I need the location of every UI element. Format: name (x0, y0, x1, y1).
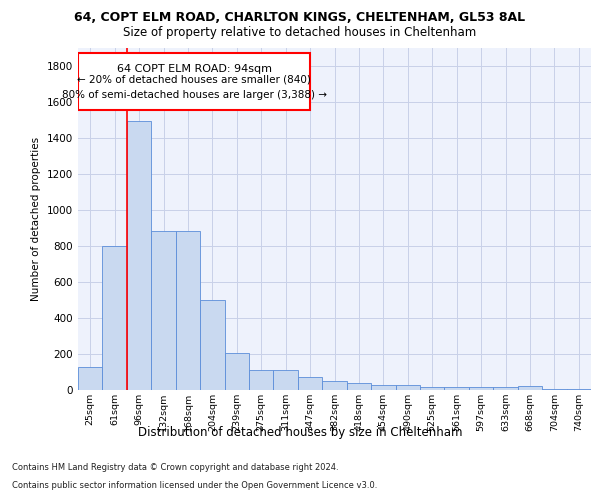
Bar (78, 53, 310, 110)
Text: Contains public sector information licensed under the Open Government Licence v3: Contains public sector information licen… (12, 481, 377, 490)
Text: 64, COPT ELM ROAD, CHARLTON KINGS, CHELTENHAM, GL53 8AL: 64, COPT ELM ROAD, CHARLTON KINGS, CHELT… (74, 11, 526, 24)
Bar (151, 232, 176, 390)
Bar (78, 366, 103, 390)
Text: Distribution of detached houses by size in Cheltenham: Distribution of detached houses by size … (138, 426, 462, 439)
Bar (493, 388, 518, 390)
Text: 80% of semi-detached houses are larger (3,388) →: 80% of semi-detached houses are larger (… (62, 90, 326, 100)
Bar (395, 384, 420, 390)
Bar (298, 378, 322, 390)
Bar (469, 388, 493, 390)
Bar (274, 370, 298, 390)
Bar (322, 381, 347, 390)
Bar (420, 388, 445, 390)
Bar (127, 122, 151, 390)
Bar (371, 384, 395, 390)
Bar (347, 383, 371, 390)
Bar (566, 389, 591, 390)
Text: ← 20% of detached houses are smaller (840): ← 20% of detached houses are smaller (84… (77, 74, 311, 85)
Bar (103, 246, 127, 390)
Bar (542, 389, 566, 390)
Bar (249, 370, 274, 390)
Bar (176, 232, 200, 390)
Text: Size of property relative to detached houses in Cheltenham: Size of property relative to detached ho… (124, 26, 476, 39)
Text: 64 COPT ELM ROAD: 94sqm: 64 COPT ELM ROAD: 94sqm (116, 64, 272, 74)
Y-axis label: Number of detached properties: Number of detached properties (31, 136, 41, 301)
Bar (200, 300, 224, 390)
Bar (224, 353, 249, 390)
Bar (445, 388, 469, 390)
Text: Contains HM Land Registry data © Crown copyright and database right 2024.: Contains HM Land Registry data © Crown c… (12, 464, 338, 472)
Bar (518, 386, 542, 390)
